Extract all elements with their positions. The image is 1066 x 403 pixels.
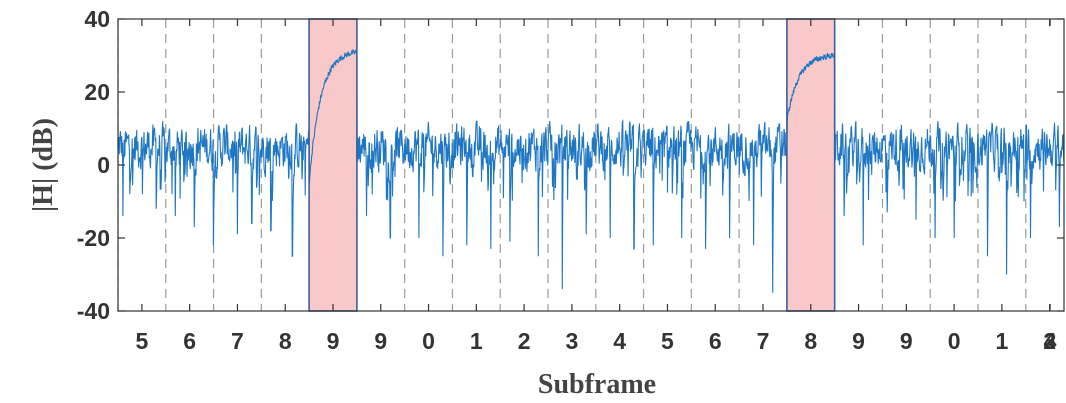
x-tick-label: 8: [279, 328, 292, 354]
x-tick-label: 6: [709, 328, 722, 354]
y-tick-label: 20: [84, 79, 110, 105]
x-tick-label: 3: [1044, 328, 1057, 354]
gridlines: [117, 19, 1027, 311]
highlight-region-2: [786, 19, 835, 311]
x-tick-label: 0: [422, 328, 435, 354]
series-line: [117, 49, 1065, 293]
y-tick-label: 40: [84, 6, 110, 32]
x-tick-label: 2: [518, 328, 531, 354]
x-tick-label: 5: [135, 328, 148, 354]
x-tick-label: 7: [757, 328, 770, 354]
x-tick-label: 9: [327, 328, 340, 354]
x-tick-label: 2: [1043, 328, 1056, 354]
x-axis-label: Subframe: [538, 369, 656, 400]
y-tick-label: -20: [77, 225, 110, 251]
y-tick-label: 0: [97, 152, 110, 178]
y-axis-label: |H| (dB): [28, 118, 59, 212]
y-tick-label: -40: [77, 298, 110, 324]
x-tick-label: 4: [613, 328, 626, 354]
highlight-region-1: [309, 19, 357, 311]
y-axis: -40 -20 0 20 40: [77, 6, 1064, 324]
x-tick-label: 8: [804, 328, 817, 354]
x-tick-label: 5: [661, 328, 674, 354]
x-tick-label: 1: [995, 328, 1008, 354]
x-tick-label: 6: [183, 328, 196, 354]
x-axis: 5 6 7 8 9 9 0 1 2 3 4 5 6 7 8 9 9 0 1 234: [135, 19, 1057, 354]
x-tick-label: 7: [231, 328, 244, 354]
x-tick-label: 1: [470, 328, 483, 354]
x-tick-label: 3: [565, 328, 578, 354]
x-tick-label: 9: [374, 328, 387, 354]
x-tick-label: 4: [1044, 328, 1057, 354]
x-tick-label: 9: [900, 328, 913, 354]
x-tick-label: 0: [948, 328, 961, 354]
x-tick-label: 9: [852, 328, 865, 354]
